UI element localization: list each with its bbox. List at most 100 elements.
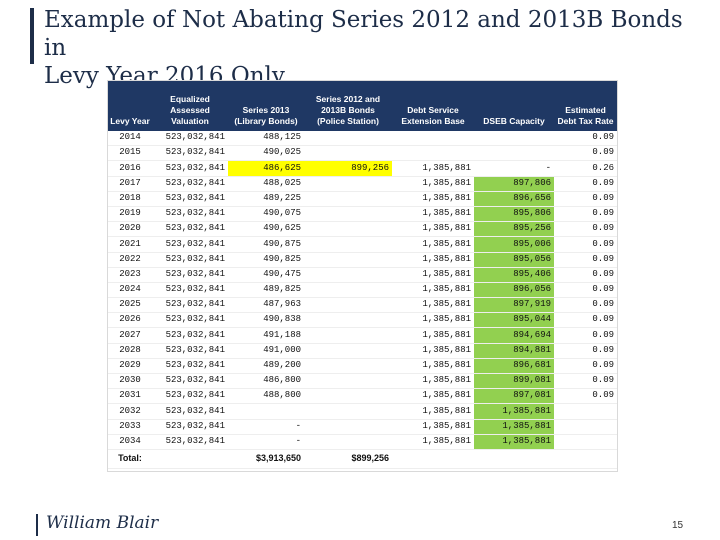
table-body: 2014 523,032,841 488,125 0.09 2015 523,032,84… (108, 131, 617, 469)
table-cell: 523,032,841 (152, 282, 228, 299)
table-cell: 0.09 (554, 267, 617, 283)
table-cell: 895,006 (474, 236, 554, 253)
table-cell (304, 145, 392, 162)
table-cell (554, 434, 617, 450)
table-cell: 895,406 (474, 267, 554, 283)
table-cell: 2032 (108, 403, 152, 420)
table-cell: 489,825 (228, 282, 304, 299)
table-cell: 897,806 (474, 176, 554, 192)
table-cell: 523,032,841 (152, 434, 228, 450)
table-cell: 895,256 (474, 221, 554, 238)
total-cell (152, 448, 228, 469)
table-cell: 490,875 (228, 236, 304, 253)
table-cell: 0.09 (554, 252, 617, 268)
table-cell: 490,825 (228, 252, 304, 268)
table-cell: 0.09 (554, 343, 617, 359)
table-cell (304, 297, 392, 314)
table-cell: 486,800 (228, 373, 304, 390)
table-cell: 894,881 (474, 343, 554, 359)
table-cell: 2033 (108, 419, 152, 435)
table-cell (304, 236, 392, 253)
table-cell: 2017 (108, 176, 152, 192)
table-cell: 897,081 (474, 388, 554, 405)
table-cell (304, 343, 392, 359)
table-cell: 2028 (108, 343, 152, 359)
table-row: 2033 523,032,841- 1,385,881 1,385,881 (108, 419, 617, 435)
table-cell: 2016 (108, 160, 152, 177)
table-cell (304, 403, 392, 420)
table-cell: 1,385,881 (474, 419, 554, 435)
table-cell: 1,385,881 (392, 282, 474, 299)
table-cell: 523,032,841 (152, 176, 228, 192)
table-cell: 489,225 (228, 191, 304, 207)
column-header: Series 2013 (Library Bonds) (228, 81, 304, 131)
table-cell (392, 131, 474, 147)
slide-title: Example of Not Abating Series 2012 and 2… (44, 7, 683, 89)
table-cell: 490,025 (228, 145, 304, 162)
table-cell: 1,385,881 (392, 206, 474, 223)
table-cell: 2031 (108, 388, 152, 405)
table-cell: 523,032,841 (152, 297, 228, 314)
table-cell: 1,385,881 (392, 176, 474, 192)
table-cell: 2029 (108, 358, 152, 375)
table-row: 2029 523,032,841 489,200 1,385,881 896,681 0.… (108, 358, 617, 375)
total-cell: Total: (108, 448, 152, 469)
table-cell: 2014 (108, 131, 152, 147)
table-row: 2018 523,032,841 489,225 1,385,881 896,656 0.… (108, 191, 617, 207)
table-cell (554, 403, 617, 420)
column-header: Equalized Assessed Valuation (152, 81, 228, 131)
total-cell: $899,256 (304, 448, 392, 469)
total-cell: $3,913,650 (228, 448, 304, 469)
table-cell: 1,385,881 (392, 419, 474, 435)
table-cell (304, 267, 392, 283)
table-cell: 0.09 (554, 236, 617, 253)
table-cell: 1,385,881 (392, 312, 474, 329)
table-row: 2031 523,032,841 488,800 1,385,881 897,081 0.… (108, 388, 617, 405)
table-cell: 895,806 (474, 206, 554, 223)
table-cell (304, 358, 392, 375)
table-cell: 523,032,841 (152, 419, 228, 435)
table-cell (474, 145, 554, 162)
table-cell: 2020 (108, 221, 152, 238)
table-cell: 491,000 (228, 343, 304, 359)
table-cell (304, 206, 392, 223)
table-cell: 2024 (108, 282, 152, 299)
table-row: 2022 523,032,841 490,825 1,385,881 895,056 0.… (108, 252, 617, 268)
bond-table-container: Levy Year Equalized Assessed Valuation Ser… (107, 80, 618, 472)
table-cell: 0.09 (554, 388, 617, 405)
table-cell: 899,256 (304, 160, 392, 177)
table-cell: 1,385,881 (474, 403, 554, 420)
table-cell: 896,056 (474, 282, 554, 299)
table-cell: 1,385,881 (392, 160, 474, 177)
table-row: 2026 523,032,841 490,838 1,385,881 895,044 0.… (108, 312, 617, 329)
total-cell (474, 448, 554, 469)
table-cell: 895,044 (474, 312, 554, 329)
company-logo: William Blair (46, 513, 159, 533)
total-cell (392, 448, 474, 469)
table-cell: 0.09 (554, 221, 617, 238)
table-cell: 0.09 (554, 327, 617, 344)
table-cell: 2019 (108, 206, 152, 223)
table-cell: 899,081 (474, 373, 554, 390)
table-row: 2023 523,032,841 490,475 1,385,881 895,406 0.… (108, 267, 617, 283)
table-row: 2017 523,032,841 488,025 1,385,881 897,806 0.… (108, 176, 617, 192)
table-cell: - (228, 419, 304, 435)
table-cell: 0.09 (554, 282, 617, 299)
table-cell: 1,385,881 (392, 252, 474, 268)
table-cell: 0.09 (554, 191, 617, 207)
table-row: 2015 523,032,841 490,025 0.09 (108, 145, 617, 162)
table-cell: 896,681 (474, 358, 554, 375)
table-cell: 2023 (108, 267, 152, 283)
table-cell: 1,385,881 (392, 267, 474, 283)
table-cell: 491,188 (228, 327, 304, 344)
table-cell: 0.09 (554, 297, 617, 314)
table-row: 2025 523,032,841 487,963 1,385,881 897,919 0.… (108, 297, 617, 314)
table-cell: 523,032,841 (152, 358, 228, 375)
table-cell: 2026 (108, 312, 152, 329)
table-cell: 1,385,881 (392, 236, 474, 253)
table-cell: 2018 (108, 191, 152, 207)
table-cell: 523,032,841 (152, 373, 228, 390)
column-header: Debt Service Extension Base (392, 81, 474, 131)
page-number: 15 (672, 520, 684, 531)
table-cell: 2027 (108, 327, 152, 344)
